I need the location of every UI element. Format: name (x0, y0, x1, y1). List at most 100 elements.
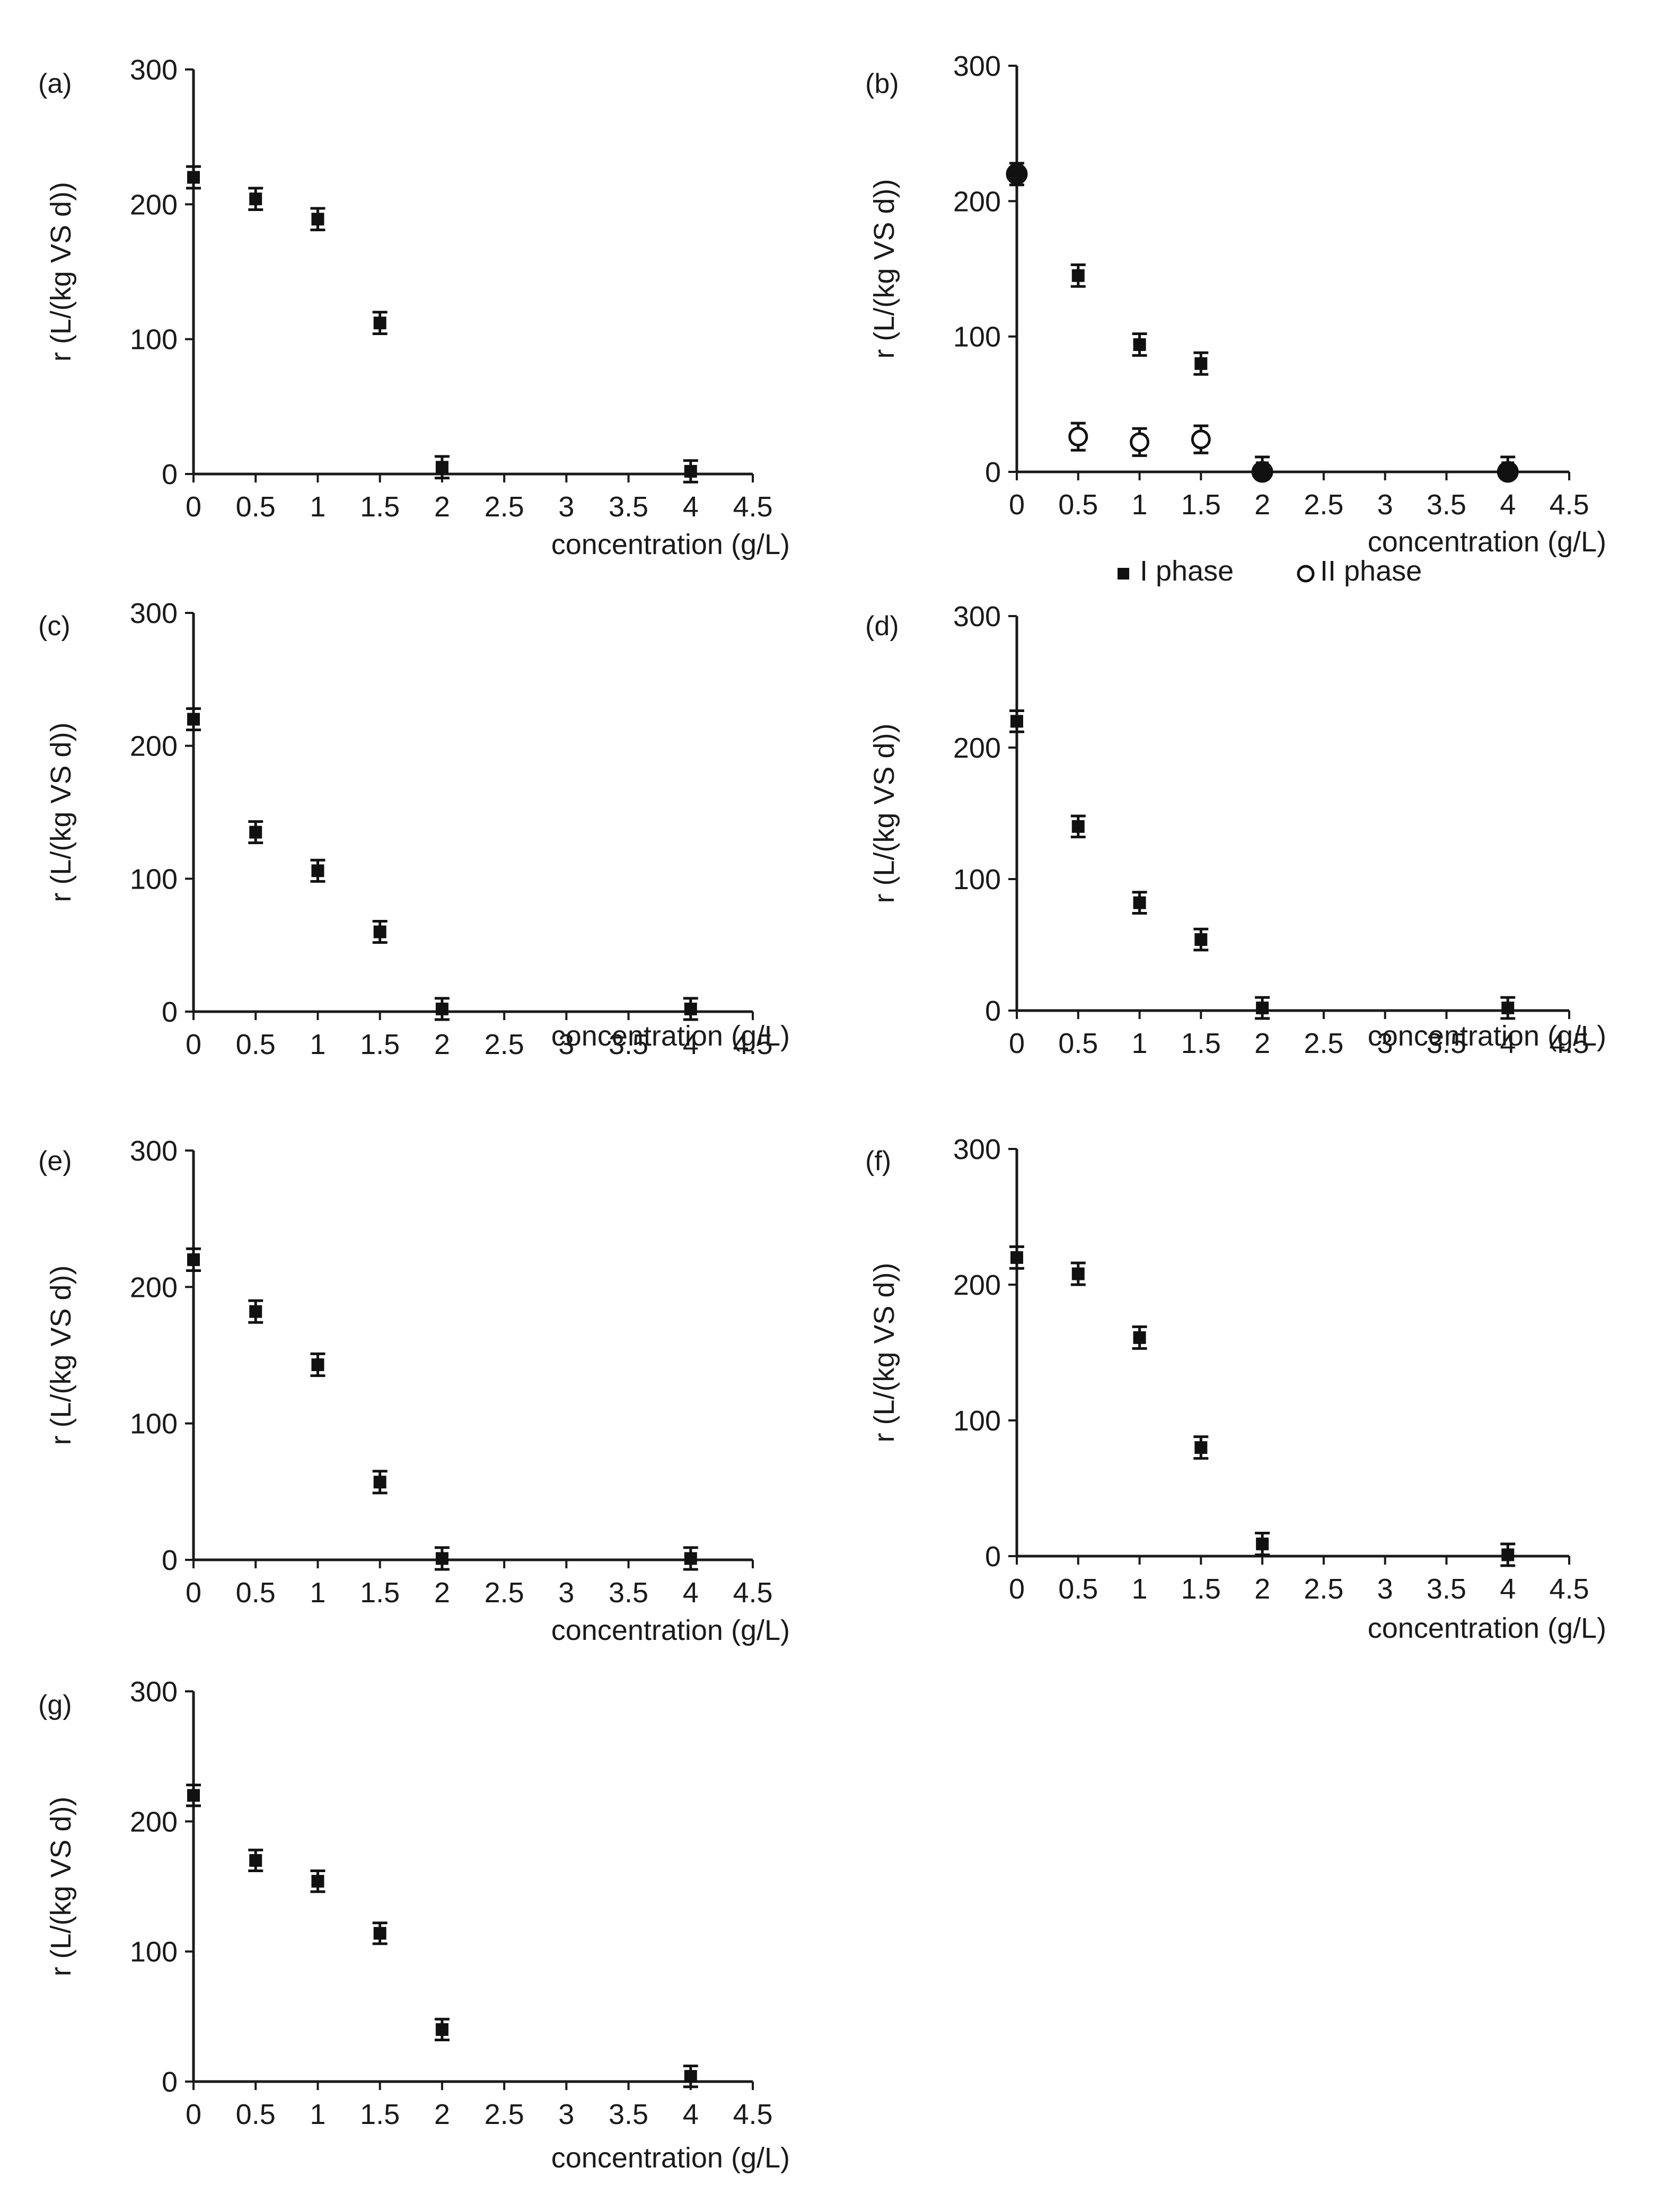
x-tick-label: 3.5 (1427, 489, 1466, 521)
x-axis-title: concentration (g/L) (1368, 1020, 1606, 1052)
x-tick-label: 0 (1009, 489, 1025, 521)
x-tick-label: 3 (558, 2099, 574, 2130)
data-point-i-phase (1194, 933, 1208, 946)
x-tick-label: 2 (1254, 1028, 1270, 1059)
y-axis-title: r (L/(kg VS d)) (45, 182, 77, 362)
legend-label: II phase (1320, 555, 1422, 587)
data-point-ii-phase (1191, 429, 1211, 450)
y-tick-label: 100 (953, 321, 1001, 353)
x-tick-label: 4.5 (733, 2099, 772, 2130)
y-axis-title: r (L/(kg VS d)) (45, 1796, 77, 1976)
legend-marker-open-circle (1297, 565, 1315, 583)
x-tick-label: 2.5 (485, 1577, 524, 1609)
panel-label: (b) (865, 68, 899, 99)
y-tick-label: 100 (130, 1936, 178, 1968)
panel-label: (a) (38, 68, 72, 99)
data-point-i-phase (187, 1253, 200, 1266)
x-tick-label: 3.5 (1427, 1028, 1466, 1059)
x-tick-label: 2.5 (1304, 489, 1343, 521)
x-tick-label: 3 (1377, 1573, 1393, 1605)
data-point-i-phase (249, 192, 262, 206)
x-tick-label: 3.5 (609, 1029, 648, 1060)
chart-panel-5: (e) 0 100 200 300 0 0.5 1 1.5 2 2.5 3 3.5 4 4.5 concent… (38, 1135, 790, 1646)
x-tick-label: 3.5 (609, 1577, 648, 1609)
x-tick-label: 0.5 (236, 2099, 276, 2130)
x-tick-label: 4 (683, 1577, 699, 1609)
x-tick-label: 2 (1254, 1573, 1270, 1605)
x-tick-label: 0 (186, 1577, 201, 1609)
data-point-i-phase (373, 1927, 386, 1940)
x-tick-label: 1.5 (1181, 1573, 1221, 1605)
x-tick-label: 4.5 (1549, 1028, 1589, 1059)
data-point-ii-phase (1130, 432, 1150, 452)
chart-panel-3: (c) 0 100 200 300 0 0.5 1 1.5 2 2.5 3 3.5 4 4.5concent… (38, 598, 790, 1060)
x-tick-label: 2 (434, 2099, 450, 2130)
data-point-ii-phase (1006, 163, 1028, 185)
y-tick-label: 0 (162, 2066, 178, 2098)
data-point-i-phase (249, 1305, 262, 1318)
y-axis-title: r (L/(kg VS d)) (868, 1262, 900, 1442)
x-axis-title: concentration (g/L) (551, 1020, 790, 1052)
panel-label: (c) (38, 611, 71, 642)
y-tick-label: 0 (162, 996, 178, 1028)
x-tick-label: 2 (434, 1029, 450, 1060)
data-point-i-phase (684, 1002, 697, 1015)
data-point-i-phase (249, 826, 262, 839)
x-tick-label: 1 (310, 1029, 326, 1060)
data-point-i-phase (187, 171, 200, 184)
x-tick-label: 2.5 (485, 491, 524, 523)
y-tick-label: 300 (953, 1134, 1001, 1165)
x-tick-label: 4 (1500, 1028, 1516, 1059)
x-tick-label: 0.5 (236, 1577, 276, 1609)
x-tick-label: 1 (310, 491, 326, 523)
x-tick-label: 4 (683, 1029, 699, 1060)
x-tick-label: 1 (1132, 1573, 1148, 1605)
y-axis-title: r (L/(kg VS d)) (868, 723, 900, 903)
x-tick-label: 2.5 (485, 2099, 524, 2130)
x-tick-label: 0.5 (1058, 1573, 1098, 1605)
x-tick-label: 3.5 (609, 491, 648, 523)
chart-panel-6: (f) 0 100 200 300 0 0.5 1 1.5 2 2.5 3 3.5 4 4.5 concent… (865, 1134, 1606, 1644)
x-tick-label: 3 (1377, 489, 1393, 521)
legend-label: I phase (1140, 555, 1234, 587)
data-point-i-phase (1071, 820, 1085, 833)
x-axis-title: concentration (g/L) (551, 1614, 790, 1646)
x-tick-label: 2 (1254, 489, 1270, 521)
x-tick-label: 3 (558, 1577, 574, 1609)
x-tick-label: 1.5 (360, 2099, 400, 2130)
data-point-i-phase (435, 461, 448, 474)
y-axis-title: r (L/(kg VS d)) (45, 722, 77, 902)
x-tick-label: 0.5 (1058, 1028, 1098, 1059)
x-tick-label: 0 (186, 1029, 201, 1060)
y-tick-label: 200 (953, 1269, 1001, 1301)
data-point-i-phase (1071, 269, 1085, 282)
x-axis-title: concentration (g/L) (1368, 1612, 1606, 1644)
data-point-i-phase (311, 1358, 324, 1372)
y-tick-label: 200 (953, 732, 1001, 764)
data-point-ii-phase (1068, 427, 1088, 447)
data-point-i-phase (373, 317, 386, 330)
y-tick-label: 300 (130, 598, 178, 629)
x-tick-label: 4.5 (733, 491, 772, 523)
x-tick-label: 2 (434, 491, 450, 523)
data-point-i-phase (311, 1875, 324, 1888)
data-point-i-phase (1256, 1002, 1269, 1015)
data-point-i-phase (1194, 357, 1208, 370)
legend: I phase II phase (1118, 555, 1422, 587)
data-point-i-phase (435, 1002, 448, 1015)
y-tick-label: 0 (162, 1544, 178, 1576)
data-point-i-phase (373, 925, 386, 938)
x-axis-title: concentration (g/L) (1368, 526, 1606, 558)
x-tick-label: 3.5 (609, 2099, 648, 2130)
x-tick-label: 1 (1132, 1028, 1148, 1059)
x-tick-label: 0 (186, 491, 201, 523)
data-point-i-phase (684, 2070, 697, 2083)
x-tick-label: 3 (558, 491, 574, 523)
data-point-i-phase (249, 1854, 262, 1867)
data-point-i-phase (1501, 1548, 1515, 1561)
chart-panel-1: (a) 0 100 200 300 0 0.5 1 1.5 2 2.5 3 3.5 4 4.5 concent… (38, 54, 790, 560)
x-tick-label: 4.5 (733, 1577, 772, 1609)
data-point-i-phase (187, 1789, 200, 1802)
x-tick-label: 1.5 (1181, 489, 1221, 521)
x-tick-label: 4 (1500, 489, 1516, 521)
